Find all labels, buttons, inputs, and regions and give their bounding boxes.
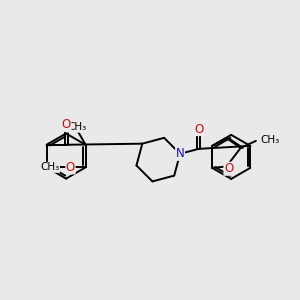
- Text: O: O: [194, 122, 203, 136]
- Text: O: O: [224, 162, 233, 175]
- Text: CH₃: CH₃: [261, 134, 280, 145]
- Text: CH₃: CH₃: [40, 162, 59, 172]
- Text: CH₃: CH₃: [68, 122, 87, 132]
- Text: O: O: [62, 118, 71, 131]
- Text: N: N: [176, 147, 184, 160]
- Text: O: O: [66, 161, 75, 174]
